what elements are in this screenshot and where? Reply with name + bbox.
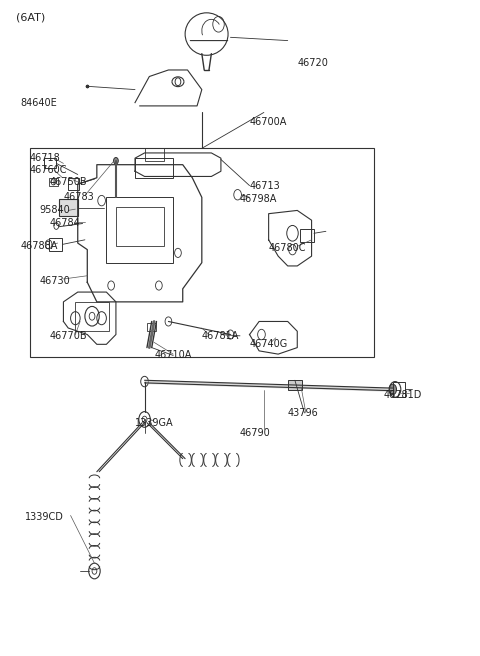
Text: 46781A: 46781A (202, 331, 239, 341)
Bar (59, 199, 78, 216)
Text: (6AT): (6AT) (16, 12, 45, 23)
Bar (147, 323, 156, 331)
Text: 46710A: 46710A (154, 350, 192, 360)
Text: 46790: 46790 (240, 428, 271, 438)
Text: 43796: 43796 (288, 408, 318, 418)
Bar (75, 302, 109, 331)
Bar (44, 158, 56, 168)
Bar (144, 148, 164, 161)
Text: 46700A: 46700A (250, 117, 287, 127)
Text: 84640E: 84640E (21, 98, 57, 108)
Text: 95840: 95840 (39, 205, 70, 215)
Bar (116, 207, 164, 247)
Text: 46730: 46730 (39, 276, 70, 286)
Text: 46784: 46784 (49, 218, 80, 228)
Bar (300, 229, 314, 242)
Text: 46740G: 46740G (250, 339, 288, 350)
Text: 46780C: 46780C (269, 243, 306, 253)
Bar (107, 197, 173, 262)
Bar (68, 178, 79, 190)
Bar (30, 148, 373, 358)
Text: 46750B: 46750B (49, 176, 87, 187)
Text: 1339CD: 1339CD (25, 512, 64, 522)
Circle shape (114, 157, 118, 164)
Text: 46713: 46713 (250, 180, 280, 191)
Bar (49, 178, 58, 186)
Text: 46798A: 46798A (240, 194, 277, 203)
Circle shape (389, 384, 396, 395)
Text: 46718: 46718 (30, 153, 61, 163)
Text: 46781D: 46781D (383, 390, 421, 400)
Bar (393, 382, 405, 397)
Bar (135, 158, 173, 178)
Bar (288, 380, 302, 390)
Text: 46720: 46720 (297, 58, 328, 68)
Text: 1339GA: 1339GA (135, 418, 174, 428)
Text: 46760C: 46760C (30, 165, 68, 175)
Bar (49, 238, 62, 251)
Text: 46770B: 46770B (49, 331, 87, 341)
Text: 46788A: 46788A (21, 241, 58, 251)
Text: 46783: 46783 (63, 192, 94, 202)
